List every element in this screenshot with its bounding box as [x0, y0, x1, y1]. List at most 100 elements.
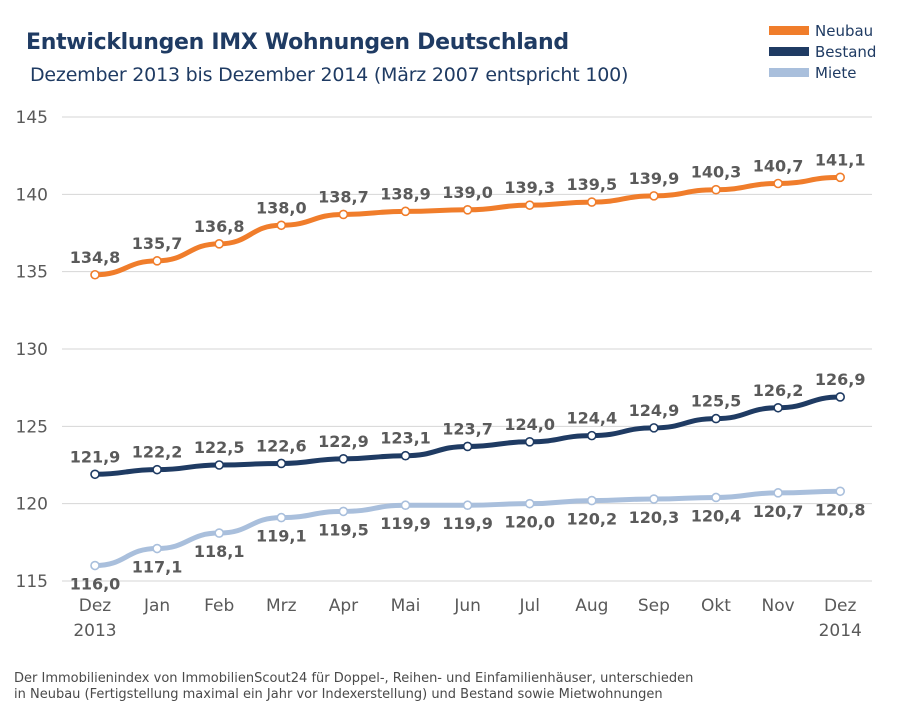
data-point-miete	[152, 543, 162, 554]
data-label-neubau: 139,0	[442, 183, 493, 202]
data-label-miete: 120,4	[691, 506, 742, 525]
data-point-bestand	[524, 436, 535, 447]
data-point-neubau	[338, 209, 349, 220]
x-tick-label: Dez	[824, 596, 857, 616]
legend-label-neubau: Neubau	[815, 21, 874, 40]
data-point-neubau	[835, 172, 846, 183]
data-point-bestand	[276, 458, 287, 469]
y-tick-label: 135	[16, 263, 48, 283]
data-label-miete: 118,1	[194, 542, 245, 561]
data-label-miete: 117,1	[132, 558, 183, 577]
data-point-miete	[400, 500, 411, 511]
x-tick-label: Okt	[701, 596, 731, 616]
data-point-neubau	[152, 256, 162, 266]
data-point-miete	[462, 500, 473, 511]
data-label-neubau: 138,7	[318, 187, 369, 206]
legend-item-bestand: Bestand	[769, 41, 876, 62]
data-point-bestand	[773, 402, 783, 413]
data-point-neubau	[586, 197, 597, 207]
data-label-neubau: 140,3	[691, 163, 742, 182]
data-point-miete	[586, 495, 597, 506]
legend-item-neubau: Neubau	[769, 20, 876, 41]
x-tick-label: Aug	[575, 596, 608, 616]
data-label-neubau: 140,7	[753, 157, 804, 176]
data-point-neubau	[649, 191, 659, 201]
footnote-line-2: in Neubau (Fertigstellung maximal ein Ja…	[14, 687, 663, 702]
data-point-miete	[711, 492, 721, 503]
data-label-miete: 116,0	[70, 575, 121, 594]
data-point-bestand	[586, 430, 597, 441]
data-label-bestand: 124,9	[629, 401, 680, 420]
chart-subtitle: Dezember 2013 bis Dezember 2014 (März 20…	[30, 64, 629, 86]
x-tick-label: Sep	[638, 596, 670, 616]
data-point-neubau	[276, 220, 287, 231]
data-label-neubau: 139,3	[504, 178, 555, 197]
data-point-neubau	[214, 239, 224, 249]
data-label-bestand: 126,9	[815, 370, 866, 389]
x-year-label: 2014	[819, 621, 862, 641]
data-label-miete: 119,9	[442, 514, 493, 533]
data-label-bestand: 124,0	[504, 415, 555, 434]
data-point-bestand	[711, 413, 721, 424]
data-point-miete	[649, 494, 659, 504]
data-point-miete	[90, 560, 100, 571]
data-label-miete: 120,3	[629, 508, 680, 527]
data-label-bestand: 126,2	[753, 381, 804, 400]
data-point-bestand	[649, 423, 659, 433]
x-tick-label: Jun	[453, 596, 481, 616]
data-point-neubau	[524, 200, 535, 210]
legend-swatch-bestand	[769, 47, 809, 56]
data-point-neubau	[90, 269, 100, 280]
footnote-line-1: Der Immobilienindex von ImmobilienScout2…	[14, 671, 694, 686]
y-tick-label: 125	[16, 417, 48, 437]
data-label-miete: 120,2	[566, 510, 617, 529]
data-label-neubau: 136,8	[194, 217, 245, 236]
data-label-bestand: 122,5	[194, 438, 245, 457]
data-point-neubau	[773, 178, 783, 189]
y-tick-label: 120	[16, 495, 48, 515]
footnote: Der Immobilienindex von ImmobilienScout2…	[14, 671, 693, 703]
x-tick-label: Nov	[762, 596, 795, 616]
legend-swatch-miete	[769, 68, 809, 77]
data-label-bestand: 123,7	[442, 419, 493, 438]
data-point-miete	[276, 512, 287, 523]
x-tick-label: Jan	[143, 596, 170, 616]
data-point-bestand	[214, 460, 224, 470]
data-label-miete: 120,8	[815, 500, 866, 519]
data-point-miete	[214, 528, 224, 538]
data-label-miete: 119,5	[318, 520, 369, 539]
data-label-neubau: 138,0	[256, 198, 307, 217]
data-label-bestand: 122,6	[256, 436, 307, 455]
x-tick-label: Apr	[329, 596, 358, 616]
chart-title: Entwicklungen IMX Wohnungen Deutschland	[26, 30, 569, 55]
x-tick-label: Feb	[204, 596, 234, 616]
data-label-miete: 120,7	[753, 502, 804, 521]
data-point-miete	[835, 486, 846, 497]
data-label-neubau: 141,1	[815, 150, 866, 169]
data-point-miete	[338, 506, 349, 517]
data-point-bestand	[462, 441, 473, 452]
y-tick-label: 130	[16, 340, 48, 360]
legend-label-miete: Miete	[815, 63, 857, 82]
x-tick-label: Jul	[518, 596, 540, 616]
data-label-bestand: 122,2	[132, 443, 183, 462]
data-label-neubau: 134,8	[70, 248, 121, 267]
data-label-neubau: 139,5	[566, 175, 617, 194]
data-point-neubau	[400, 206, 411, 217]
legend-label-bestand: Bestand	[815, 42, 877, 61]
data-label-bestand: 124,4	[566, 409, 617, 428]
data-point-miete	[524, 498, 535, 509]
data-point-bestand	[835, 392, 846, 402]
data-point-neubau	[711, 184, 721, 195]
data-label-miete: 119,1	[256, 527, 307, 546]
data-label-miete: 119,9	[380, 514, 431, 533]
data-point-bestand	[338, 454, 349, 464]
legend-swatch-neubau	[769, 26, 809, 35]
y-tick-label: 115	[16, 572, 48, 592]
y-tick-label: 145	[16, 108, 48, 128]
legend: Neubau Bestand Miete	[769, 20, 876, 83]
data-point-bestand	[90, 469, 100, 480]
data-point-bestand	[152, 464, 162, 475]
x-year-label: 2013	[73, 621, 116, 641]
x-tick-label: Mai	[391, 596, 421, 616]
